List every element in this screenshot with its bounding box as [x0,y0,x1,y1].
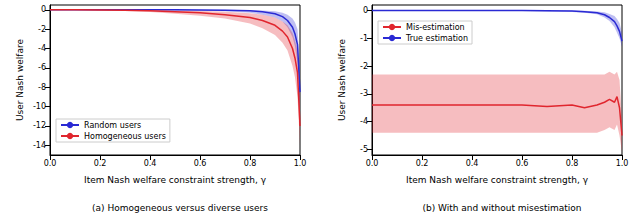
svg-text:-1: -1 [360,34,368,43]
svg-text:0.2: 0.2 [416,159,429,168]
svg-text:0: 0 [363,6,368,15]
svg-text:-6: -6 [38,63,46,72]
svg-text:1.0: 1.0 [616,159,629,168]
svg-text:Mis-estimation: Mis-estimation [406,23,465,32]
svg-text:-10: -10 [33,102,46,111]
svg-text:User Nash welfare: User Nash welfare [337,39,347,121]
svg-text:(b) With and without misestima: (b) With and without misestimation [422,203,581,213]
svg-text:-5: -5 [360,145,368,154]
svg-text:Random users: Random users [84,121,141,130]
svg-text:0: 0 [41,5,46,14]
svg-text:-3: -3 [360,89,368,98]
svg-text:-2: -2 [360,62,368,71]
svg-text:-8: -8 [38,83,46,92]
svg-text:-2: -2 [38,25,46,34]
svg-text:1.0: 1.0 [294,159,307,168]
svg-text:Item Nash welfare constraint s: Item Nash welfare constraint strength, γ [84,175,267,185]
svg-text:0.4: 0.4 [466,159,479,168]
svg-text:Item Nash welfare constraint s: Item Nash welfare constraint strength, γ [406,175,589,185]
svg-text:(a) Homogeneous versus diverse: (a) Homogeneous versus diverse users [92,203,268,213]
svg-text:0.8: 0.8 [566,159,579,168]
svg-text:0.0: 0.0 [44,159,57,168]
svg-text:0.8: 0.8 [244,159,257,168]
svg-text:-4: -4 [38,44,46,53]
svg-text:0.6: 0.6 [516,159,529,168]
svg-text:-4: -4 [360,117,368,126]
svg-text:0.6: 0.6 [194,159,207,168]
svg-text:True estimation: True estimation [405,34,468,43]
svg-text:0.2: 0.2 [94,159,107,168]
svg-text:-12: -12 [33,121,46,130]
svg-text:Homogeneous users: Homogeneous users [84,132,166,141]
svg-text:0.0: 0.0 [366,159,379,168]
svg-text:0.4: 0.4 [144,159,157,168]
svg-text:-14: -14 [33,141,46,150]
svg-text:User Nash welfare: User Nash welfare [15,39,25,121]
